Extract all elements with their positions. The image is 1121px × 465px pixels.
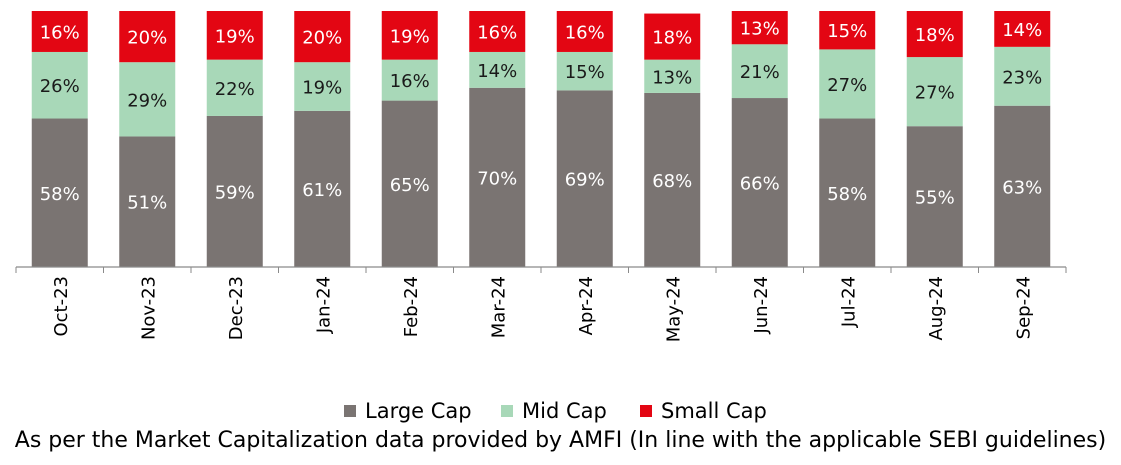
x-tick-label: Oct-23 xyxy=(51,276,72,337)
bar-segment-small-cap xyxy=(644,13,701,60)
data-label-mid-cap: 16% xyxy=(390,71,430,92)
chart-footnote: As per the Market Capitalization data pr… xyxy=(14,428,1107,453)
bar-segment-small-cap xyxy=(294,11,351,63)
bar-segment-mid-cap xyxy=(119,62,176,137)
bar-segment-small-cap xyxy=(906,11,963,58)
x-tick-label: Jul-24 xyxy=(838,276,859,328)
data-label-large-cap: 65% xyxy=(390,175,430,196)
legend-swatch-small-cap xyxy=(640,405,652,417)
data-label-small-cap: 16% xyxy=(477,22,517,43)
bar-segment-mid-cap xyxy=(381,59,438,101)
data-label-mid-cap: 23% xyxy=(1002,67,1042,88)
data-label-mid-cap: 27% xyxy=(827,75,867,96)
x-tick-label: Aug-24 xyxy=(926,276,947,341)
data-label-mid-cap: 13% xyxy=(652,67,692,88)
bar-segment-large-cap xyxy=(994,105,1051,267)
data-label-large-cap: 70% xyxy=(477,168,517,189)
x-tick-label: Jan-24 xyxy=(313,276,334,334)
data-label-large-cap: 69% xyxy=(565,170,605,191)
bar-segment-small-cap xyxy=(731,11,788,45)
data-label-mid-cap: 14% xyxy=(477,61,517,82)
bar-segment-mid-cap xyxy=(469,51,526,88)
legend-swatch-mid-cap xyxy=(501,405,513,417)
data-label-mid-cap: 22% xyxy=(215,79,255,100)
bar-segment-small-cap xyxy=(819,11,876,50)
data-label-large-cap: 63% xyxy=(1002,177,1042,198)
legend-label-small-cap: Small Cap xyxy=(661,399,767,423)
data-label-small-cap: 20% xyxy=(127,28,167,49)
data-label-mid-cap: 27% xyxy=(915,83,955,104)
data-label-mid-cap: 19% xyxy=(302,78,342,99)
data-label-mid-cap: 29% xyxy=(127,90,167,111)
data-label-small-cap: 18% xyxy=(652,28,692,49)
x-tick-label: Apr-24 xyxy=(576,276,597,335)
bar-segment-large-cap xyxy=(819,118,876,268)
x-tick-label: Sep-24 xyxy=(1013,276,1034,339)
data-label-small-cap: 18% xyxy=(915,25,955,46)
x-tick-label: May-24 xyxy=(663,276,684,342)
x-tick-label: Jun-24 xyxy=(751,276,772,335)
data-label-small-cap: 13% xyxy=(740,19,780,40)
bar-segment-mid-cap xyxy=(906,57,963,127)
data-label-small-cap: 20% xyxy=(302,28,342,49)
legend-label-large-cap: Large Cap xyxy=(365,399,472,423)
data-label-large-cap: 61% xyxy=(302,180,342,201)
bar-segment-small-cap xyxy=(994,11,1051,47)
bar-segment-large-cap xyxy=(294,110,351,267)
x-tick-label: Feb-24 xyxy=(401,276,422,337)
data-label-mid-cap: 21% xyxy=(740,62,780,83)
bar-segment-mid-cap xyxy=(294,62,351,111)
data-label-large-cap: 55% xyxy=(915,188,955,209)
bar-segment-mid-cap xyxy=(731,44,788,99)
data-label-small-cap: 19% xyxy=(215,26,255,47)
data-label-mid-cap: 15% xyxy=(565,62,605,83)
bar-segment-large-cap xyxy=(731,98,788,267)
bar-segment-large-cap xyxy=(381,100,438,267)
data-label-small-cap: 19% xyxy=(390,26,430,47)
data-label-small-cap: 15% xyxy=(827,21,867,42)
data-label-large-cap: 58% xyxy=(827,184,867,205)
bar-segment-mid-cap xyxy=(31,51,88,119)
bar-segment-large-cap xyxy=(556,90,613,267)
bar-segment-large-cap xyxy=(206,115,263,268)
bar-segment-large-cap xyxy=(119,136,176,267)
data-label-small-cap: 14% xyxy=(1002,20,1042,41)
bar-segment-small-cap xyxy=(381,11,438,60)
x-tick-label: Nov-23 xyxy=(138,276,159,340)
bar-segment-mid-cap xyxy=(644,59,701,93)
x-tick-label: Dec-23 xyxy=(226,276,247,340)
bar-segment-large-cap xyxy=(644,92,701,267)
data-label-large-cap: 68% xyxy=(652,171,692,192)
bar-segment-mid-cap xyxy=(994,46,1051,106)
bar-segment-small-cap xyxy=(119,11,176,63)
bar-segment-small-cap xyxy=(469,11,526,52)
data-label-large-cap: 59% xyxy=(215,182,255,203)
data-label-large-cap: 58% xyxy=(40,184,80,205)
bar-segment-small-cap xyxy=(556,11,613,52)
data-label-mid-cap: 26% xyxy=(40,76,80,97)
bar-segment-small-cap xyxy=(206,11,263,60)
bar-segment-large-cap xyxy=(906,126,963,267)
legend-swatch-large-cap xyxy=(344,405,356,417)
bar-segment-small-cap xyxy=(31,11,88,52)
bar-segment-large-cap xyxy=(31,118,88,268)
data-label-small-cap: 16% xyxy=(565,22,605,43)
bar-segment-large-cap xyxy=(469,87,526,267)
legend-label-mid-cap: Mid Cap xyxy=(522,399,607,423)
bar-segment-mid-cap xyxy=(206,59,263,116)
bar-segment-mid-cap xyxy=(556,51,613,91)
data-label-large-cap: 66% xyxy=(740,174,780,195)
bar-segment-mid-cap xyxy=(819,49,876,119)
data-label-small-cap: 16% xyxy=(40,22,80,43)
x-tick-label: Mar-24 xyxy=(488,276,509,338)
data-label-large-cap: 51% xyxy=(127,193,167,214)
